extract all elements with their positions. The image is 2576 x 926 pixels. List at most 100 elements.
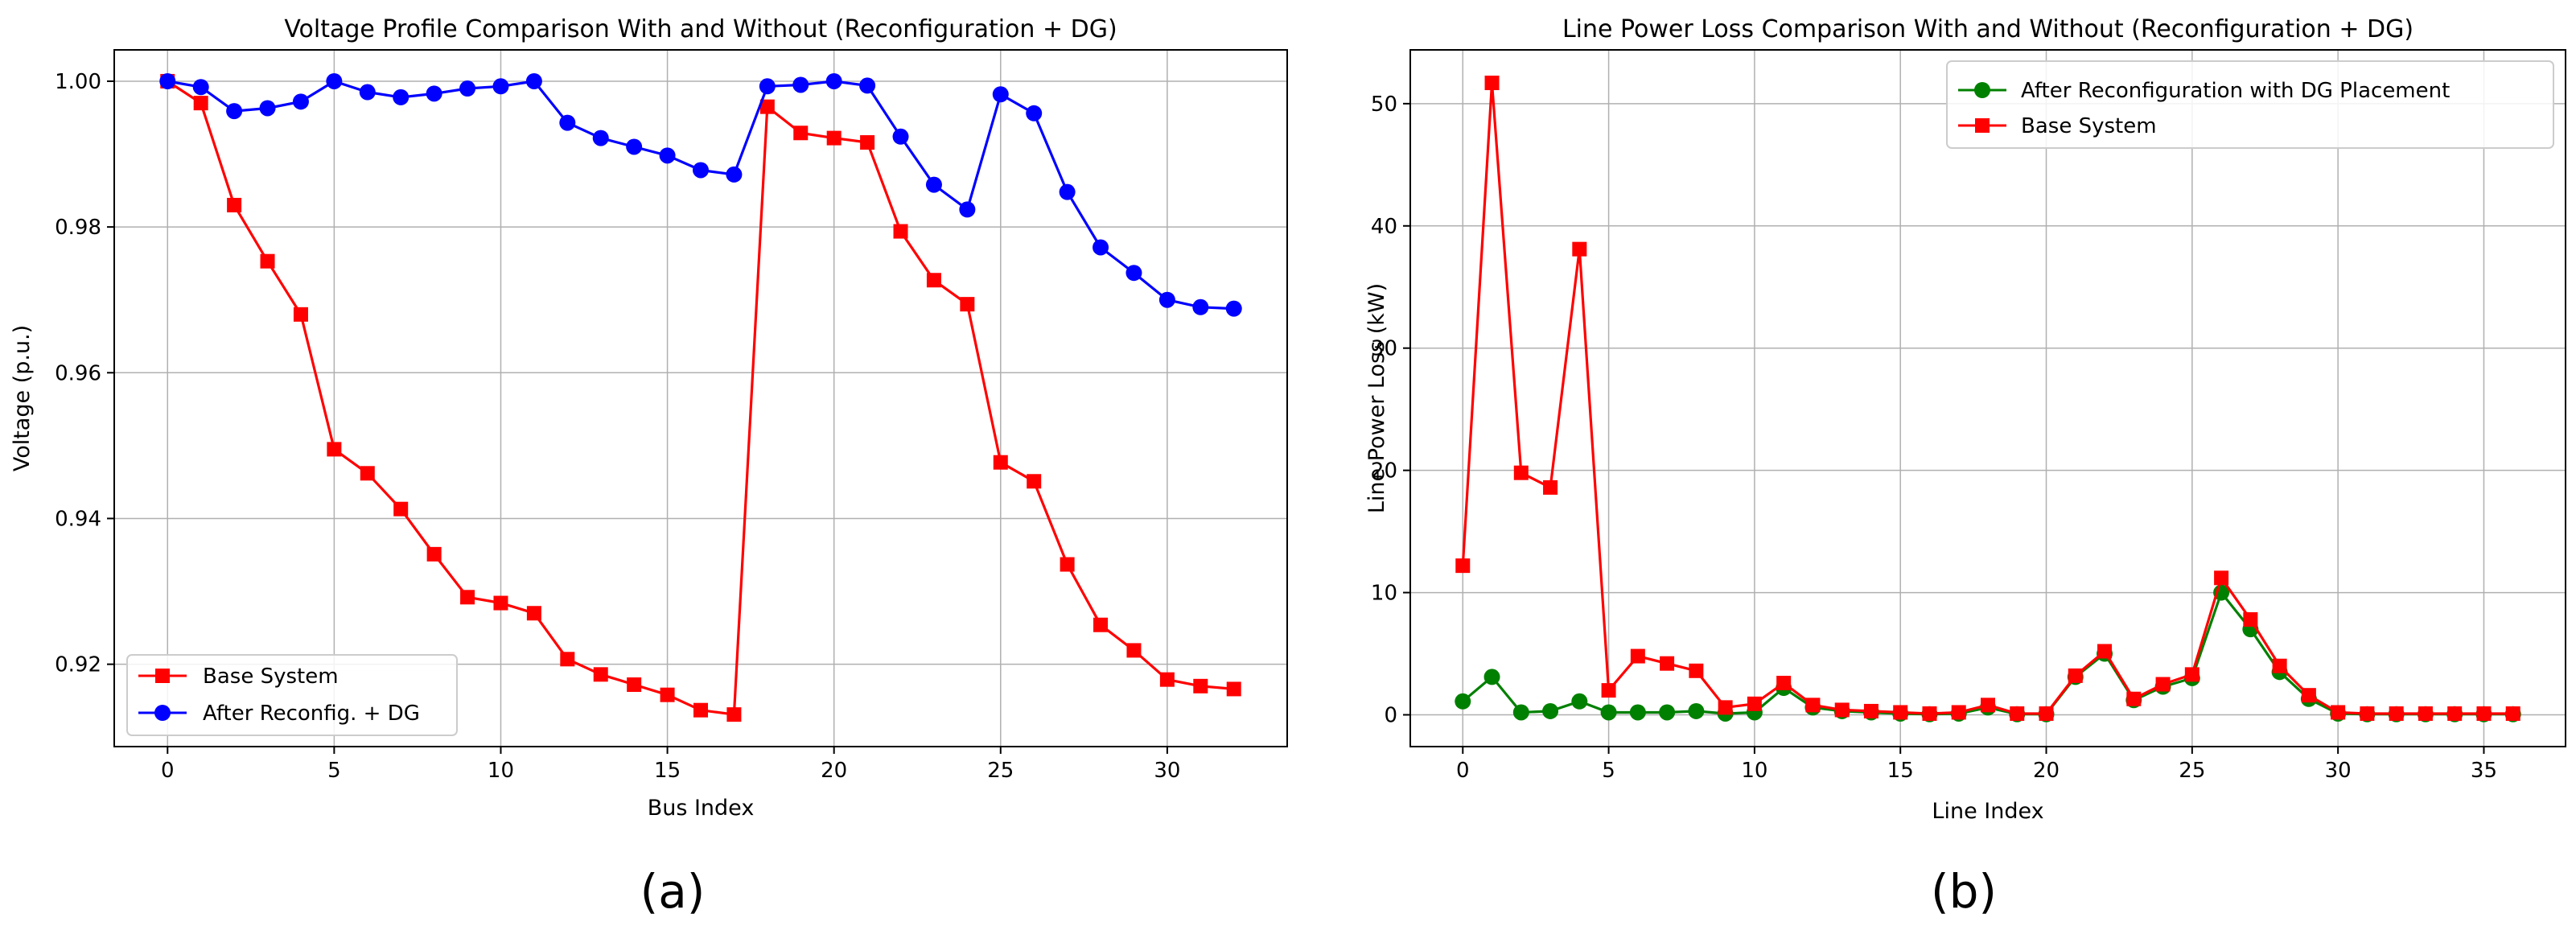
- data-point: [925, 176, 942, 193]
- data-point: [626, 138, 643, 155]
- data-point: [259, 100, 276, 117]
- data-point: [293, 307, 308, 322]
- data-point: [159, 72, 176, 89]
- data-point: [825, 72, 842, 89]
- data-point: [926, 273, 941, 288]
- legend-label: After Reconfig. + DG: [203, 702, 420, 726]
- data-point: [1659, 704, 1676, 721]
- y-ticks: 0 10 20 30 40 50: [1371, 93, 1410, 727]
- x-tick-label: 30: [1154, 759, 1180, 783]
- data-point: [859, 77, 876, 94]
- data-point: [1600, 704, 1617, 721]
- data-point: [726, 707, 742, 722]
- legend-label: Base System: [203, 665, 339, 689]
- data-point: [1093, 617, 1109, 632]
- legend-entry-after-reconfig-dg: After Reconfig. + DG: [138, 702, 420, 726]
- data-point: [1226, 681, 1241, 697]
- data-point: [2039, 706, 2054, 721]
- data-point: [1026, 105, 1043, 121]
- data-point: [793, 126, 809, 141]
- y-axis-label: Voltage (p.u.): [10, 325, 35, 471]
- data-point: [1805, 698, 1821, 713]
- data-point: [193, 96, 208, 111]
- data-point: [1192, 298, 1209, 315]
- data-point: [525, 72, 542, 89]
- data-point: [893, 224, 908, 239]
- data-point: [1484, 76, 1500, 91]
- data-point: [1572, 241, 1587, 257]
- data-point: [2155, 677, 2171, 692]
- x-tick-label: 25: [987, 759, 1014, 783]
- data-point: [2476, 706, 2492, 721]
- y-tick-label: 0.92: [55, 653, 101, 677]
- data-point: [960, 297, 975, 312]
- y-ticks: 0.92 0.94 0.96 0.98 1.00: [55, 70, 114, 677]
- data-point: [2272, 658, 2287, 673]
- data-point: [426, 85, 442, 102]
- y-tick-label: 1.00: [55, 70, 101, 94]
- data-point: [1601, 683, 1616, 698]
- data-point: [1776, 675, 1792, 690]
- data-point: [360, 466, 375, 481]
- line-power-loss-chart: 0 5 10 15 20 25 30 35 0 10 20 30 40 50 Line Power Lo…: [1364, 15, 2566, 824]
- chart-title: Line Power Loss Comparison With and With…: [1562, 15, 2413, 43]
- plot-area: [1410, 50, 2566, 747]
- series-layer: [1455, 76, 2521, 722]
- data-point: [860, 135, 875, 150]
- data-point: [1455, 693, 1471, 710]
- data-point: [1158, 291, 1175, 308]
- data-point: [693, 702, 708, 718]
- data-point: [260, 253, 275, 269]
- data-point: [1718, 700, 1733, 715]
- data-point: [1125, 265, 1142, 282]
- data-point: [1093, 239, 1109, 256]
- data-point: [327, 442, 342, 457]
- data-point: [1225, 300, 1242, 317]
- caption-a: (a): [640, 864, 706, 919]
- data-point: [660, 687, 675, 702]
- data-point: [460, 590, 475, 605]
- legend-box: [1946, 60, 2554, 149]
- series-after-reconfig-dg: [159, 72, 1242, 317]
- x-tick-label: 20: [2033, 759, 2060, 783]
- data-point: [227, 197, 242, 212]
- data-point: [1060, 557, 1075, 572]
- series-base-system: [1455, 76, 2520, 721]
- data-point: [993, 455, 1008, 470]
- data-point: [2331, 705, 2346, 720]
- data-point: [493, 595, 508, 611]
- data-point: [192, 79, 209, 96]
- y-tick-label: 50: [1371, 93, 1397, 117]
- data-point: [292, 93, 309, 110]
- plot-frame: [1409, 49, 2566, 747]
- data-point: [1059, 183, 1076, 200]
- y-tick-label: 40: [1371, 215, 1397, 239]
- data-point: [1922, 706, 1937, 721]
- data-point: [2184, 667, 2199, 682]
- data-point: [659, 147, 676, 164]
- data-point: [1981, 698, 1995, 713]
- data-point: [593, 667, 608, 682]
- y-tick-label: 0.94: [55, 507, 101, 531]
- x-tick-label: 10: [1741, 759, 1767, 783]
- data-point: [1027, 474, 1042, 489]
- data-point: [2010, 706, 2025, 721]
- data-point: [426, 546, 442, 562]
- x-tick-label: 20: [821, 759, 847, 783]
- data-point: [1542, 702, 1559, 719]
- grid: [114, 50, 1287, 747]
- voltage-profile-chart: 0 5 10 15 20 25 30 0.92 0.94 0.96 0.98 1.00 Voltag…: [10, 15, 1288, 821]
- data-point: [759, 99, 775, 114]
- data-point: [1193, 678, 1208, 693]
- legend-entry-base-system: Base System: [138, 665, 339, 689]
- x-tick-label: 15: [1887, 759, 1914, 783]
- data-point: [1630, 648, 1645, 664]
- data-point: [1834, 702, 1850, 718]
- legend-label: Base System: [2021, 114, 2157, 138]
- x-tick-label: 10: [488, 759, 514, 783]
- data-point: [1126, 643, 1142, 658]
- x-tick-label: 5: [327, 759, 341, 783]
- data-point: [2214, 570, 2229, 586]
- x-tick-label: 0: [161, 759, 175, 783]
